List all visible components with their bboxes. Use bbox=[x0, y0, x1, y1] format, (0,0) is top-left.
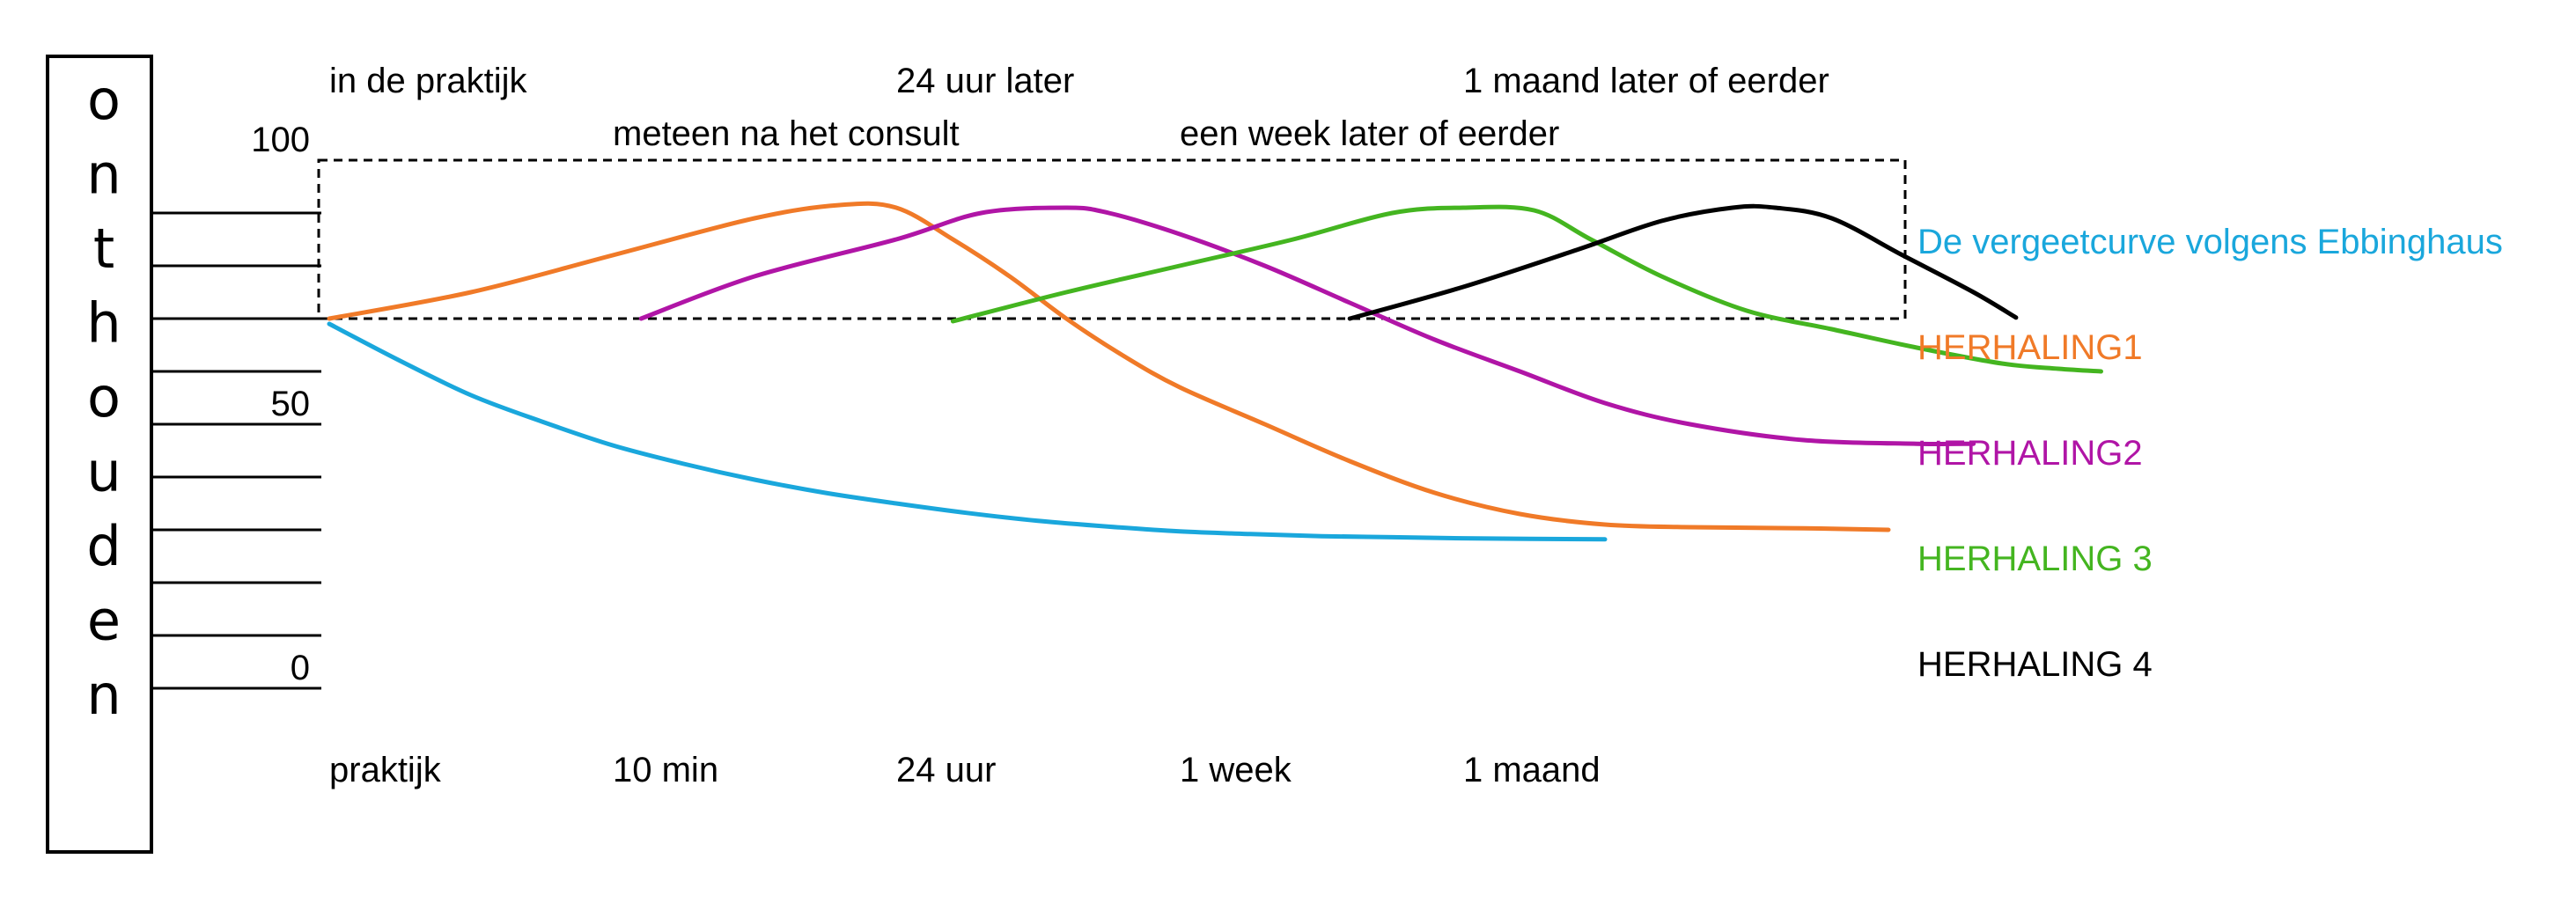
top-label: 1 maand later of eerder bbox=[1463, 62, 1829, 100]
series-line-4 bbox=[950, 204, 2103, 374]
legend-entry-4: HERHALING 3 bbox=[1917, 540, 2153, 578]
series-line-5 bbox=[1347, 203, 2019, 321]
y-tick-label: 0 bbox=[291, 649, 310, 687]
x-tick-label: 1 week bbox=[1180, 751, 1292, 789]
y-tick-labels: 100 50 0 bbox=[251, 121, 310, 687]
top-labels: in de praktijk meteen na het consult 24 uu… bbox=[329, 62, 1829, 153]
top-label: een week later of eerder bbox=[1180, 114, 1559, 153]
x-tick-labels: praktijk 10 min 24 uur 1 week 1 maand bbox=[329, 751, 1601, 789]
top-label: in de praktijk bbox=[329, 62, 528, 100]
series-lines bbox=[327, 201, 2103, 542]
legend-entry-3: HERHALING2 bbox=[1917, 434, 2143, 473]
x-tick-label: 24 uur bbox=[896, 751, 996, 789]
legend-entry-1: De vergeetcurve volgens Ebbinghaus bbox=[1917, 223, 2503, 261]
ylabel-letter: t bbox=[93, 217, 114, 281]
ylabel-letter: d bbox=[86, 514, 121, 578]
ylabel-letter: o bbox=[87, 365, 121, 429]
dashed-frame bbox=[317, 158, 1907, 320]
y-tick-label: 100 bbox=[251, 121, 310, 159]
legend: De vergeetcurve volgens Ebbinghaus HERHAL… bbox=[1917, 223, 2503, 684]
y-tick-label: 50 bbox=[271, 385, 311, 423]
x-tick-label: praktijk bbox=[329, 751, 442, 789]
legend-entry-5: HERHALING 4 bbox=[1917, 645, 2153, 684]
ylabel-box bbox=[46, 55, 153, 854]
top-label: 24 uur later bbox=[896, 62, 1074, 100]
x-tick-label: 10 min bbox=[613, 751, 718, 789]
ylabel-letter: h bbox=[86, 291, 121, 356]
ylabel-letter: u bbox=[86, 440, 121, 504]
top-label: meteen na het consult bbox=[613, 114, 960, 153]
series-line-2 bbox=[327, 201, 1891, 532]
series-line-3 bbox=[638, 205, 1976, 447]
ylabel-letter: n bbox=[86, 663, 121, 727]
x-tick-label: 1 maand bbox=[1463, 751, 1601, 789]
ylabel-letter: n bbox=[86, 143, 121, 207]
y-tick-lines bbox=[151, 211, 321, 690]
series-line-1 bbox=[327, 321, 1608, 542]
ylabel-letter: e bbox=[87, 589, 121, 653]
legend-entry-2: HERHALING1 bbox=[1917, 328, 2143, 367]
ylabel-letter: o bbox=[87, 68, 121, 132]
